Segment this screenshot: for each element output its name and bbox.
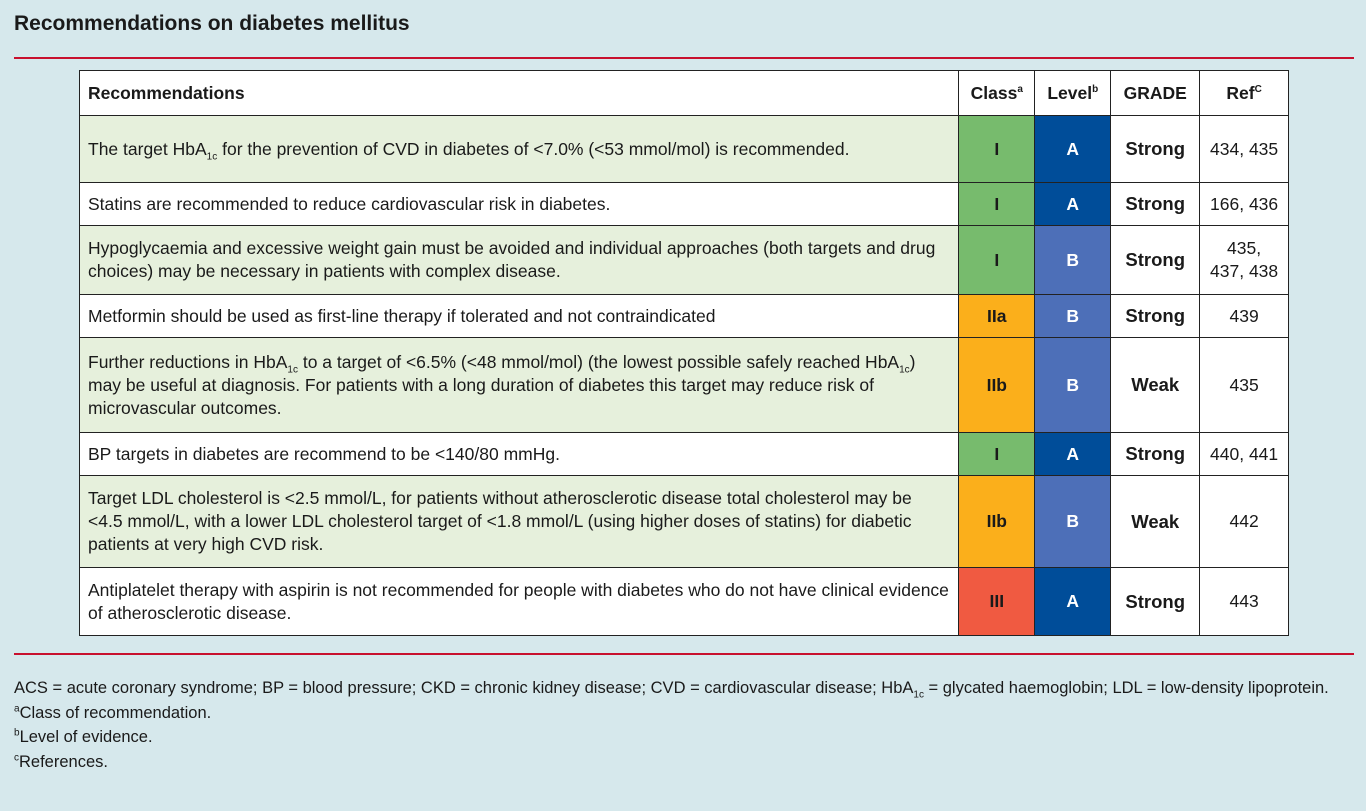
ref-cell: 442: [1199, 475, 1289, 568]
table-row: BP targets in diabetes are recommend to …: [78, 432, 1289, 476]
header-level: Levelb: [1034, 70, 1112, 116]
level-cell: A: [1034, 115, 1112, 183]
recommendation-text: Target LDL cholesterol is <2.5 mmol/L, f…: [78, 475, 960, 568]
grade-cell: Strong: [1110, 567, 1201, 636]
ref-cell: 440, 441: [1199, 432, 1289, 476]
ref-cell: 435: [1199, 337, 1289, 433]
recommendation-text: Statins are recommended to reduce cardio…: [78, 182, 960, 226]
footnote-b: bLevel of evidence.: [14, 727, 153, 746]
ref-cell: 434, 435: [1199, 115, 1289, 183]
grade-cell: Strong: [1110, 294, 1201, 338]
header-grade: GRADE: [1110, 70, 1201, 116]
ref-cell: 439: [1199, 294, 1289, 338]
level-cell: A: [1034, 182, 1112, 226]
title-divider: [14, 57, 1354, 59]
level-cell: B: [1034, 337, 1112, 433]
header-ref: RefC: [1199, 70, 1289, 116]
table-row: The target HbA1c for the prevention of C…: [78, 115, 1289, 183]
class-cell: I: [958, 432, 1036, 476]
recommendation-text: Metformin should be used as first-line t…: [78, 294, 960, 338]
level-cell: B: [1034, 294, 1112, 338]
class-cell: IIa: [958, 294, 1036, 338]
class-cell: I: [958, 115, 1036, 183]
table-row: Further reductions in HbA1c to a target …: [78, 337, 1289, 433]
table-row: Metformin should be used as first-line t…: [78, 294, 1289, 338]
recommendation-text: Antiplatelet therapy with aspirin is not…: [78, 567, 960, 636]
footnote-a: aClass of recommendation.: [14, 703, 212, 722]
level-cell: A: [1034, 432, 1112, 476]
ref-cell: 435, 437, 438: [1199, 225, 1289, 295]
level-cell: B: [1034, 475, 1112, 568]
level-cell: A: [1034, 567, 1112, 636]
grade-cell: Strong: [1110, 182, 1201, 226]
grade-cell: Strong: [1110, 115, 1201, 183]
recommendation-text: The target HbA1c for the prevention of C…: [78, 115, 960, 183]
page-title: Recommendations on diabetes mellitus: [14, 12, 410, 35]
abbreviations-note: ACS = acute coronary syndrome; BP = bloo…: [14, 679, 1329, 701]
footnote-c: cReferences.: [14, 752, 108, 771]
grade-cell: Strong: [1110, 225, 1201, 295]
table-row: Target LDL cholesterol is <2.5 mmol/L, f…: [78, 475, 1289, 568]
header-recommendations: Recommendations: [78, 70, 960, 116]
table-row: Statins are recommended to reduce cardio…: [78, 182, 1289, 226]
level-cell: B: [1034, 225, 1112, 295]
grade-cell: Weak: [1110, 337, 1201, 433]
class-cell: I: [958, 225, 1036, 295]
class-cell: IIb: [958, 475, 1036, 568]
recommendations-table: Recommendations Classa Levelb GRADE RefC…: [78, 70, 1289, 636]
table-row: Hypoglycaemia and excessive weight gain …: [78, 225, 1289, 295]
recommendation-text: BP targets in diabetes are recommend to …: [78, 432, 960, 476]
recommendation-text: Further reductions in HbA1c to a target …: [78, 337, 960, 433]
class-cell: IIb: [958, 337, 1036, 433]
ref-cell: 443: [1199, 567, 1289, 636]
class-cell: I: [958, 182, 1036, 226]
table-row: Antiplatelet therapy with aspirin is not…: [78, 567, 1289, 636]
ref-cell: 166, 436: [1199, 182, 1289, 226]
header-class: Classa: [958, 70, 1036, 116]
grade-cell: Strong: [1110, 432, 1201, 476]
class-cell: III: [958, 567, 1036, 636]
recommendation-text: Hypoglycaemia and excessive weight gain …: [78, 225, 960, 295]
footnotes: ACS = acute coronary syndrome; BP = bloo…: [14, 676, 1354, 774]
footer-divider: [14, 653, 1354, 655]
grade-cell: Weak: [1110, 475, 1201, 568]
table-header-row: Recommendations Classa Levelb GRADE RefC: [78, 70, 1289, 116]
